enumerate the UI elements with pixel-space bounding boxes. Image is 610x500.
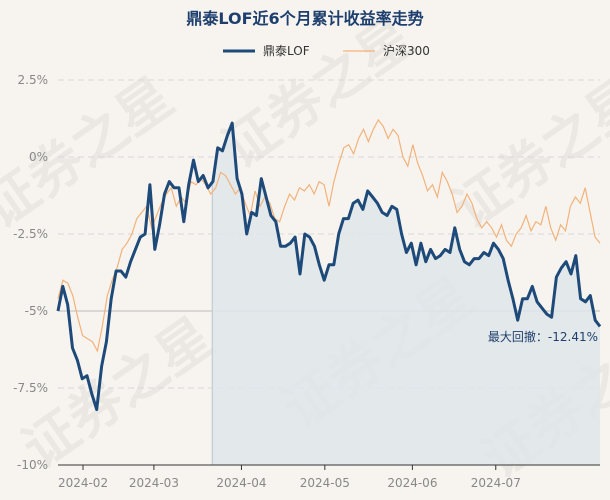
y-tick-label: 2.5% [18,73,49,87]
legend-label-primary: 鼎泰LOF [263,44,310,58]
y-tick-label: 0% [29,150,48,164]
x-tick-label: 2024-04 [216,476,266,490]
drawdown-area [212,123,601,465]
legend-label-secondary: 沪深300 [383,44,430,58]
watermark-text: 证券之星 [211,5,424,180]
x-tick-label: 2024-05 [300,476,350,490]
legend: 鼎泰LOF 沪深300 [223,44,430,58]
axes: 2.5% 0% -2.5% -5% -7.5% -10% 2024-02 2024-03 202… [13,73,600,490]
y-tick-label: -7.5% [13,381,48,395]
y-tick-label: -2.5% [13,227,48,241]
x-tick-label: 2024-07 [471,476,521,490]
series-line-dingtai-lof [56,121,602,412]
x-tick-label: 2024-02 [58,476,108,490]
y-tick-label: -10% [17,458,48,472]
x-tick-label: 2024-06 [387,476,437,490]
max-drawdown-annotation: 最大回撤：-12.41% [488,329,598,344]
y-tick-label: -5% [25,304,48,318]
watermark-text: 证券之星 [441,65,610,240]
chart-title: 鼎泰LOF近6个月累计收益率走势 [186,9,423,28]
x-tick-label: 2024-03 [129,476,179,490]
